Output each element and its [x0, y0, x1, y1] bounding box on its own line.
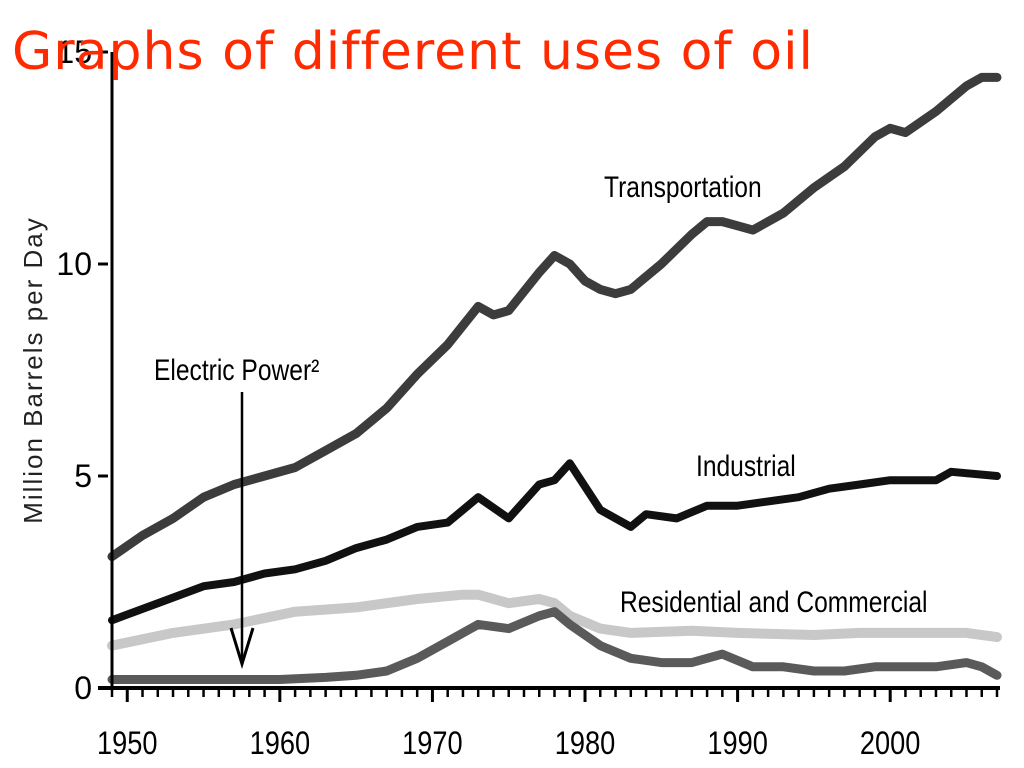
transportation-label: Transportation [604, 170, 762, 204]
series-line-electric-power [107, 607, 1002, 684]
x-tick-label: 1960 [250, 726, 310, 762]
y-tick-label: 10 [56, 246, 92, 282]
series-layer [107, 72, 1002, 684]
series-line-industrial [108, 459, 1001, 625]
x-tick-label: 1970 [402, 726, 462, 762]
page-title: Graphs of different uses of oil [12, 22, 814, 82]
ticks-layer: 0 5 10 15 1950 1960 1970 1980 1990 2000 [56, 34, 999, 762]
y-tick-label: 5 [74, 458, 92, 494]
series-line-transportation [107, 72, 1002, 562]
y-tick-label: 0 [74, 670, 92, 706]
x-tick-label: 2000 [860, 726, 920, 762]
x-tick-label: 1990 [707, 726, 767, 762]
x-tick-label: 1950 [97, 726, 157, 762]
x-tick-label: 1980 [555, 726, 615, 762]
industrial-label: Industrial [696, 449, 796, 483]
series-line-residential-and-commercial [107, 589, 1002, 651]
arrow-down-icon [229, 392, 255, 670]
electric-power-label: Electric Power² [154, 353, 319, 387]
y-tick-label: 15 [56, 34, 92, 70]
y-axis-label: Million Barrels per Day [18, 216, 48, 524]
residential-commercial-label: Residential and Commercial [620, 585, 928, 619]
